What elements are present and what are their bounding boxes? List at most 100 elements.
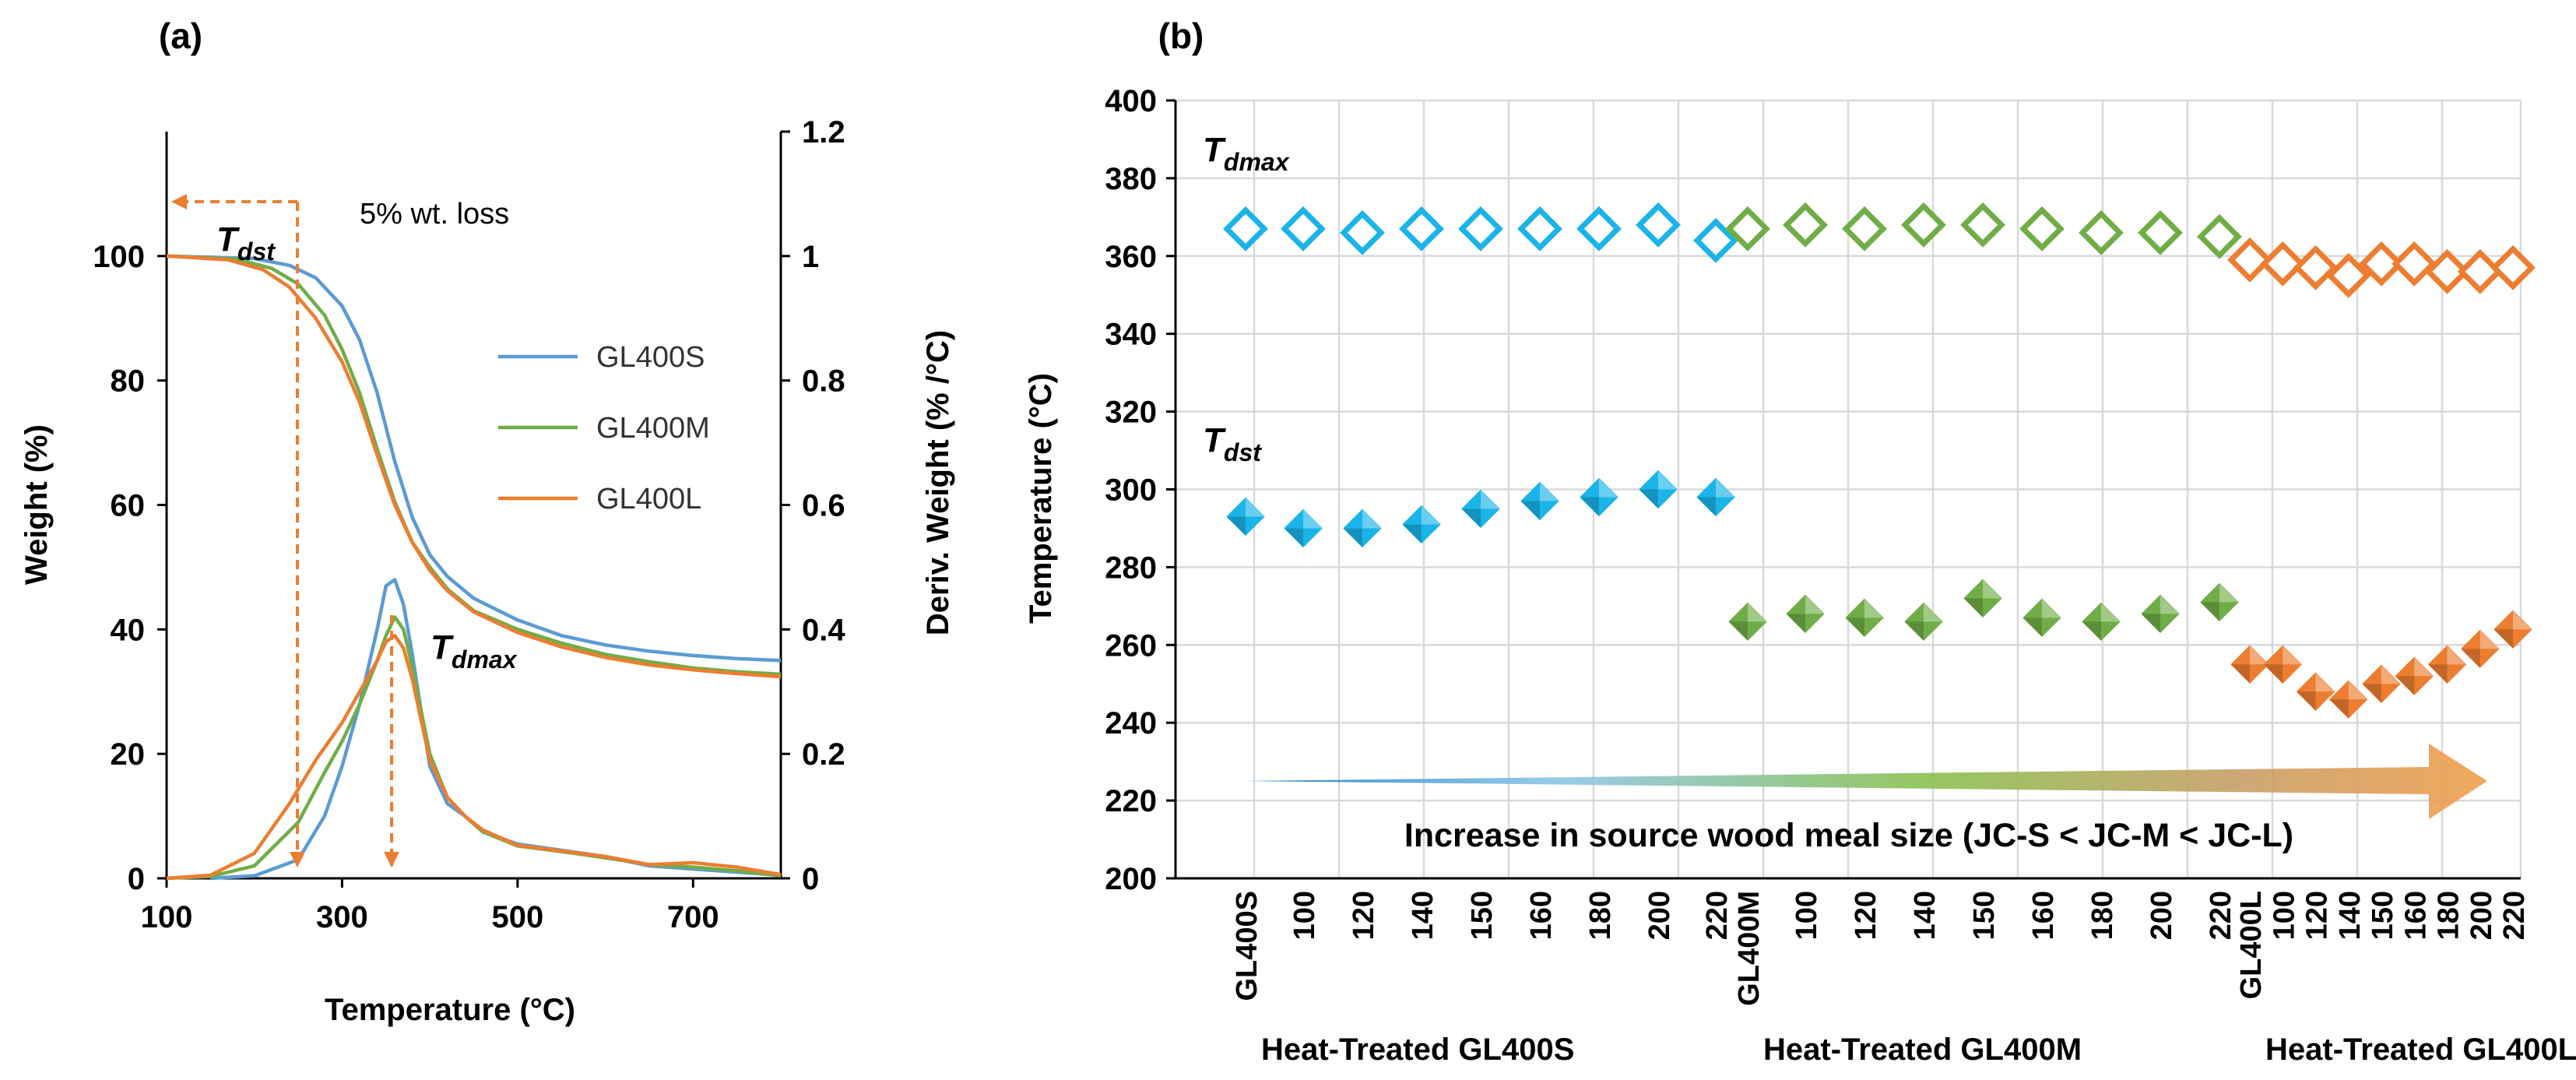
tdmax-point bbox=[2490, 244, 2536, 290]
y-tick-label: 240 bbox=[1105, 706, 1157, 741]
x-category-label: 220 bbox=[2205, 891, 2237, 940]
x-category-label: 150 bbox=[2367, 891, 2399, 940]
x-category-label: 150 bbox=[1968, 891, 2001, 940]
x-category-label: 150 bbox=[1466, 891, 1499, 940]
tdmax-point bbox=[2260, 241, 2306, 287]
tdst-point bbox=[1402, 505, 1441, 544]
panel-a-legend: GL400S GL400M GL400L bbox=[498, 341, 710, 515]
tdmax-point bbox=[1901, 202, 1946, 248]
x-category-label: GL400S bbox=[1231, 891, 1263, 1001]
tdst-point bbox=[2082, 602, 2121, 642]
x-category-label: 200 bbox=[2145, 891, 2178, 940]
size-increase-arrow-text: Increase in source wood meal size (JC-S … bbox=[1404, 817, 2293, 854]
tdst-point bbox=[1786, 594, 1825, 634]
tdmax-point bbox=[2391, 241, 2437, 287]
x-tick-label: 100 bbox=[141, 900, 193, 934]
y-left-tick-label: 60 bbox=[111, 489, 146, 523]
panel-b-grid bbox=[1174, 99, 2522, 880]
tdmax-point bbox=[1693, 217, 1738, 263]
legend-label: GL400S bbox=[596, 341, 705, 374]
x-category-label: 220 bbox=[2498, 891, 2531, 940]
x-category-label: 120 bbox=[1348, 891, 1380, 940]
x-category-label: GL400M bbox=[1733, 891, 1766, 1006]
y-left-tick-label: 40 bbox=[111, 613, 146, 647]
tdmax-point bbox=[1636, 202, 1681, 248]
tdst-point bbox=[2362, 664, 2401, 703]
tdmax-point bbox=[2019, 206, 2065, 252]
tdst-point bbox=[2230, 645, 2269, 684]
panel-a-ylabel-right: Deriv. Weight (% /°C) bbox=[921, 330, 955, 635]
annotation-5pct-loss: 5% wt. loss bbox=[360, 198, 509, 230]
tdmax-point bbox=[1842, 206, 1887, 252]
tdst-point bbox=[1845, 598, 1884, 638]
tdst-point bbox=[1520, 481, 1559, 521]
group-label: Heat-Treated GL400S bbox=[1261, 1033, 1574, 1067]
y-tick-label: 340 bbox=[1105, 318, 1157, 352]
annotation-tdmax: Tdmax bbox=[431, 628, 518, 674]
series-gl400s bbox=[166, 254, 782, 663]
x-tick-label: 300 bbox=[316, 900, 368, 934]
panel-a-ylabel-left: Weight (%) bbox=[19, 424, 54, 585]
y-right-tick-label: 0.8 bbox=[802, 364, 845, 399]
legend-label: GL400L bbox=[596, 483, 701, 515]
panel-a-series bbox=[166, 254, 782, 881]
tdmax-point bbox=[1960, 202, 2005, 248]
x-category-label: 100 bbox=[2268, 891, 2300, 940]
tdmax-point bbox=[1458, 206, 1503, 252]
legend-label: GL400M bbox=[596, 412, 710, 445]
x-category-label: 140 bbox=[2334, 891, 2367, 940]
y-right-tick-label: 0.2 bbox=[802, 737, 845, 772]
x-category-label: 200 bbox=[1643, 891, 1676, 940]
tdmax-point bbox=[2325, 252, 2371, 298]
group-label: Heat-Treated GL400M bbox=[1763, 1033, 2082, 1067]
x-category-label: 120 bbox=[1850, 891, 1882, 940]
panel-a-label: (a) bbox=[159, 16, 202, 56]
tdst-point bbox=[1696, 477, 1735, 517]
y-right-tick-label: 0.6 bbox=[802, 489, 845, 523]
tdmax-point bbox=[1576, 206, 1622, 252]
tdst-point bbox=[2395, 656, 2434, 695]
y-left-tick-label: 20 bbox=[111, 737, 146, 772]
series-gl400l-dtg bbox=[166, 634, 782, 881]
tdst-point bbox=[2329, 680, 2368, 719]
x-tick-label: 700 bbox=[667, 900, 719, 934]
tdst-point bbox=[1904, 602, 1943, 642]
tdmax-point bbox=[2227, 237, 2272, 283]
x-category-label: 100 bbox=[1288, 891, 1321, 940]
tdmax-point bbox=[1340, 209, 1385, 255]
x-category-label: 140 bbox=[1909, 891, 1942, 940]
tdst-point bbox=[1963, 579, 2002, 618]
annotation-b-tdmax: Tdmax bbox=[1203, 131, 1290, 176]
x-category-label: 100 bbox=[1791, 891, 1823, 940]
tdmax-point bbox=[2293, 244, 2339, 290]
y-right-tick-label: 1 bbox=[802, 240, 819, 274]
tdst-point bbox=[1461, 489, 1500, 529]
tdmax-point bbox=[1399, 206, 1444, 252]
y-tick-label: 200 bbox=[1105, 862, 1157, 896]
y-left-tick-label: 0 bbox=[128, 862, 145, 896]
y-tick-label: 280 bbox=[1105, 551, 1157, 585]
annotation-b-tdst: Tdst bbox=[1203, 421, 1262, 466]
y-tick-label: 300 bbox=[1105, 473, 1157, 508]
tdmax-point bbox=[2457, 248, 2503, 294]
tdmax-point bbox=[2424, 248, 2470, 294]
tdst-point bbox=[1639, 470, 1678, 509]
x-tick-label: 500 bbox=[491, 900, 543, 934]
tdmax-point bbox=[1281, 206, 1326, 252]
x-category-label: 160 bbox=[2399, 891, 2432, 940]
y-left-tick-label: 100 bbox=[93, 240, 145, 274]
tdst-point bbox=[2461, 629, 2500, 669]
x-category-label: 180 bbox=[1584, 891, 1617, 940]
x-category-label: 180 bbox=[2086, 891, 2119, 940]
tdmax-point bbox=[2359, 241, 2404, 287]
tdst-point bbox=[1284, 508, 1323, 548]
x-category-label: 220 bbox=[1701, 891, 1734, 940]
y-tick-label: 400 bbox=[1105, 84, 1157, 118]
x-category-label: 120 bbox=[2301, 891, 2334, 940]
y-right-tick-label: 0 bbox=[802, 862, 819, 896]
tdst-point bbox=[2141, 594, 2180, 634]
y-tick-label: 260 bbox=[1105, 628, 1157, 663]
tdst-point bbox=[2263, 645, 2302, 684]
tdst-point bbox=[1728, 602, 1767, 642]
